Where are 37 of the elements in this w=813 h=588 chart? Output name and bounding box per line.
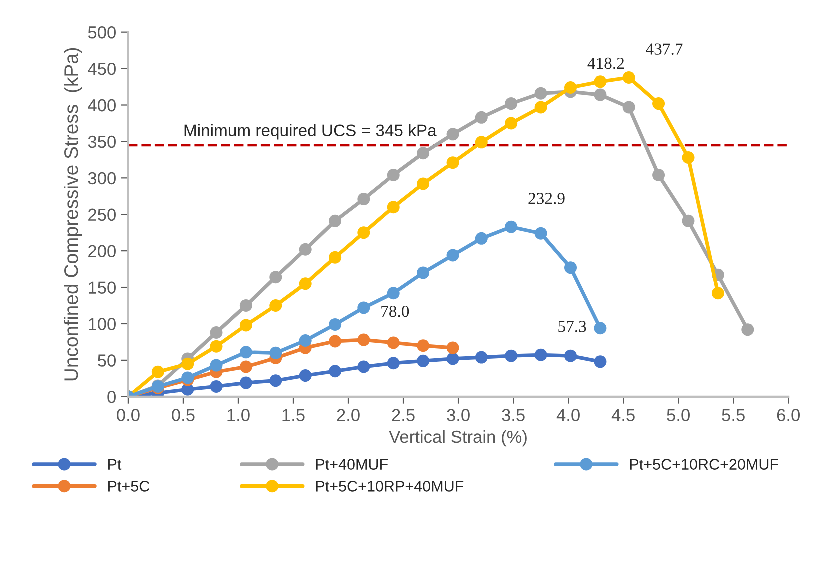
annotation: 418.2 (588, 58, 624, 70)
legend-label: Pt (108, 459, 122, 470)
x-tick-label: 5.5 (722, 409, 745, 422)
x-tick-label: 4.5 (612, 409, 635, 422)
x-tick-label: 1.0 (228, 409, 250, 422)
y-tick-label: 250 (88, 208, 116, 222)
y-tick-label: 200 (88, 245, 116, 258)
legend-label: Pt+40MUF (316, 459, 388, 470)
x-tick-label: 0.0 (117, 409, 140, 422)
annotation: 437.7 (646, 44, 683, 56)
y-tick-label: 0 (108, 391, 116, 404)
x-tick-label: 2.0 (337, 409, 360, 422)
y-tick-label: 400 (88, 99, 116, 112)
annotation: 78.0 (382, 306, 410, 318)
y-tick-label: 500 (88, 26, 116, 39)
x-tick-label: 4.0 (556, 409, 580, 422)
x-tick-label: 6.0 (777, 409, 800, 422)
y-tick-label: 100 (89, 318, 116, 330)
x-tick-label: 2.5 (392, 409, 415, 422)
y-tick-label: 450 (88, 62, 116, 76)
x-axis-title: Vertical Strain (%) (389, 430, 527, 447)
legend-label: Pt+5C (108, 481, 150, 492)
annotation: 57.3 (558, 321, 586, 332)
y-axis-title: Unconfined Compressive Stress (kPa) (64, 48, 82, 381)
y-tick-label: 300 (88, 172, 116, 185)
legend-label: Pt+5C+10RP+40MUF (316, 481, 464, 492)
x-tick-label: 0.5 (172, 409, 195, 422)
x-tick-label: 3.5 (502, 409, 525, 422)
y-tick-label: 350 (88, 136, 116, 148)
x-tick-label: 5.0 (667, 409, 690, 422)
y-tick-label: 150 (89, 282, 116, 294)
y-tick-label: 50 (98, 354, 116, 367)
x-tick-label: 3.0 (447, 409, 470, 422)
annotation: 232.9 (528, 193, 565, 204)
legend-label: Pt+5C+10RC+20MUF (630, 459, 778, 470)
ref-line-label: Minimum required UCS = 345 kPa (184, 124, 437, 140)
x-tick-label: 1.5 (282, 409, 305, 422)
